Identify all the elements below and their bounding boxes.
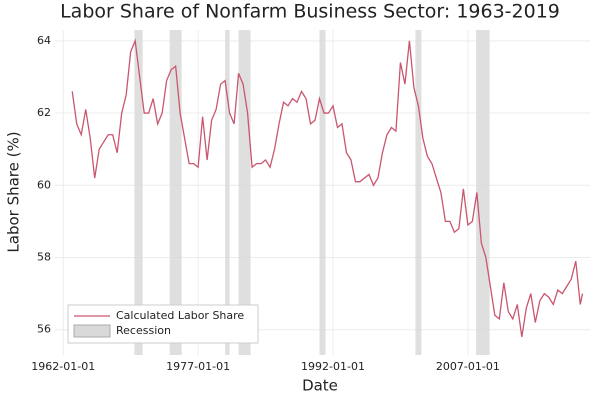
- x-tick-label: 1962-01-01: [31, 360, 95, 373]
- y-axis-label: Labor Share (%): [5, 131, 23, 252]
- x-tick-label: 2007-01-01: [436, 360, 500, 373]
- legend-label: Calculated Labor Share: [116, 309, 244, 322]
- recession-band: [319, 30, 326, 355]
- y-tick-label: 56: [37, 323, 51, 336]
- y-tick-label: 64: [37, 34, 51, 47]
- legend-patch: [73, 324, 111, 338]
- y-tick-label: 58: [37, 251, 51, 264]
- y-tick-label: 60: [37, 178, 51, 191]
- y-tick-label: 62: [37, 106, 51, 119]
- recession-band: [476, 30, 490, 355]
- data-line: [71, 38, 584, 338]
- recession-band: [225, 30, 230, 355]
- recession-band: [238, 30, 251, 355]
- x-axis-label: Date: [302, 377, 338, 395]
- recession-band: [415, 30, 422, 355]
- recession-band: [134, 30, 143, 355]
- legend-label: Recession: [116, 324, 171, 337]
- x-tick-label: 1977-01-01: [166, 360, 230, 373]
- recession-band: [169, 30, 182, 355]
- chart-title: Labor Share of Nonfarm Business Sector: …: [60, 1, 560, 23]
- x-tick-label: 1992-01-01: [301, 360, 365, 373]
